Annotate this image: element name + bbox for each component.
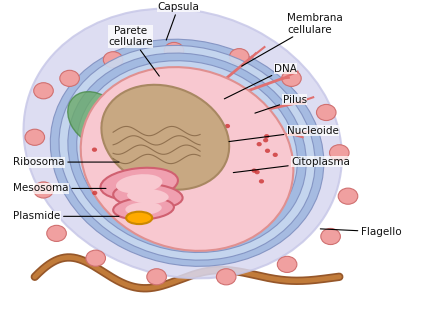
Ellipse shape	[100, 168, 178, 200]
Text: DNA: DNA	[224, 64, 296, 99]
Ellipse shape	[281, 70, 301, 86]
Ellipse shape	[164, 42, 184, 58]
Ellipse shape	[68, 53, 306, 252]
Ellipse shape	[338, 188, 357, 204]
Ellipse shape	[152, 163, 158, 167]
Text: Pilus: Pilus	[254, 95, 306, 113]
Ellipse shape	[125, 202, 161, 215]
Ellipse shape	[263, 134, 269, 138]
Ellipse shape	[254, 170, 259, 174]
Text: Mesosoma: Mesosoma	[13, 183, 106, 193]
Text: Plasmide: Plasmide	[13, 211, 119, 221]
Ellipse shape	[167, 122, 172, 126]
Text: Flagello: Flagello	[319, 227, 401, 237]
Ellipse shape	[126, 212, 152, 224]
Ellipse shape	[47, 225, 66, 241]
Ellipse shape	[277, 256, 296, 273]
Ellipse shape	[34, 83, 53, 99]
Text: Ribosoma: Ribosoma	[13, 157, 119, 167]
Ellipse shape	[216, 269, 236, 285]
Ellipse shape	[258, 179, 263, 183]
Ellipse shape	[113, 184, 182, 209]
Ellipse shape	[153, 131, 158, 136]
Ellipse shape	[76, 61, 297, 245]
Ellipse shape	[59, 46, 314, 260]
Ellipse shape	[25, 129, 44, 145]
Ellipse shape	[179, 150, 184, 154]
Ellipse shape	[264, 149, 270, 153]
Text: Citoplasma: Citoplasma	[233, 157, 349, 173]
Ellipse shape	[182, 171, 187, 175]
Ellipse shape	[160, 129, 165, 133]
Text: Membrana
cellulare: Membrana cellulare	[241, 14, 342, 66]
Ellipse shape	[180, 152, 185, 157]
Ellipse shape	[50, 39, 323, 266]
Ellipse shape	[149, 150, 155, 154]
Ellipse shape	[85, 68, 288, 237]
Ellipse shape	[204, 154, 209, 159]
Ellipse shape	[164, 194, 169, 199]
Ellipse shape	[229, 49, 249, 65]
Ellipse shape	[329, 145, 349, 161]
Ellipse shape	[77, 95, 97, 111]
Ellipse shape	[224, 124, 230, 128]
Ellipse shape	[152, 183, 158, 188]
Ellipse shape	[251, 168, 256, 173]
Ellipse shape	[150, 132, 155, 136]
Ellipse shape	[23, 8, 341, 279]
Ellipse shape	[113, 198, 174, 219]
Ellipse shape	[320, 228, 340, 245]
Ellipse shape	[111, 184, 116, 189]
Ellipse shape	[157, 166, 162, 171]
Ellipse shape	[263, 138, 268, 142]
Ellipse shape	[127, 189, 168, 204]
Ellipse shape	[92, 148, 97, 152]
Ellipse shape	[160, 165, 165, 170]
Ellipse shape	[272, 153, 277, 157]
Text: Parete
cellulare: Parete cellulare	[108, 26, 159, 76]
Ellipse shape	[101, 121, 106, 125]
Text: Nucleoide: Nucleoide	[228, 126, 338, 142]
Ellipse shape	[101, 85, 229, 190]
Ellipse shape	[167, 161, 172, 166]
Ellipse shape	[256, 142, 261, 146]
Text: Capsula: Capsula	[157, 2, 199, 40]
Ellipse shape	[92, 191, 97, 195]
Ellipse shape	[146, 269, 166, 285]
Ellipse shape	[81, 67, 293, 251]
Ellipse shape	[68, 92, 123, 146]
Ellipse shape	[316, 105, 335, 121]
Ellipse shape	[208, 140, 214, 144]
Ellipse shape	[86, 250, 105, 266]
Ellipse shape	[188, 132, 193, 136]
Ellipse shape	[116, 174, 162, 193]
Ellipse shape	[161, 139, 166, 144]
Ellipse shape	[103, 52, 123, 68]
Ellipse shape	[189, 178, 194, 182]
Ellipse shape	[188, 154, 194, 158]
Ellipse shape	[143, 153, 148, 157]
Ellipse shape	[168, 154, 173, 159]
Ellipse shape	[34, 182, 53, 198]
Ellipse shape	[60, 70, 79, 86]
